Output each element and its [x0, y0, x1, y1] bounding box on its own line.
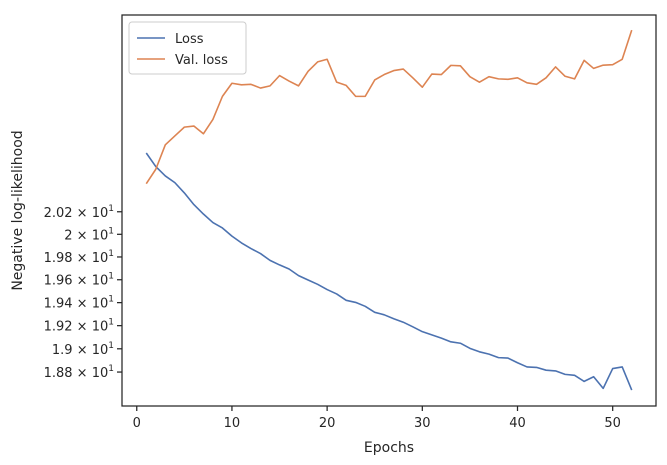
y-tick-label: 1.92 × 101 [44, 318, 114, 335]
y-tick-label: 1.98 × 101 [44, 249, 114, 266]
legend: Loss Val. loss [128, 21, 247, 75]
series-line-1 [145, 152, 633, 391]
legend-label: Val. loss [175, 53, 228, 68]
x-tick-label: 20 [319, 416, 336, 431]
y-tick-label: 1.9 × 101 [52, 341, 114, 358]
x-tick-label: 10 [224, 416, 241, 431]
plot-frame [121, 14, 657, 407]
y-axis-label: Negative log-likelihood [10, 130, 26, 290]
y-tick-label: 1.88 × 101 [44, 364, 114, 381]
y-tick-label: 2 × 101 [64, 226, 114, 243]
series-layer [145, 29, 633, 391]
y-tick-label: 2.02 × 101 [44, 204, 114, 221]
x-tick-label: 0 [133, 416, 141, 431]
y-tick-label: 1.94 × 101 [44, 295, 114, 312]
y-tick-label: 1.96 × 101 [44, 272, 114, 289]
y-axis-ticks: 1.88 × 101 1.9 × 101 1.92 × 101 1.94 × 101 1… [44, 204, 122, 381]
legend-box [128, 21, 247, 75]
x-tick-label: 50 [604, 416, 621, 431]
series-line-2 [145, 29, 633, 185]
x-tick-label: 40 [509, 416, 526, 431]
legend-label: Loss [175, 32, 204, 47]
x-axis-ticks: 0 10 20 30 40 50 [133, 406, 621, 431]
x-tick-label: 30 [414, 416, 431, 431]
x-axis-label: Epochs [364, 440, 414, 456]
